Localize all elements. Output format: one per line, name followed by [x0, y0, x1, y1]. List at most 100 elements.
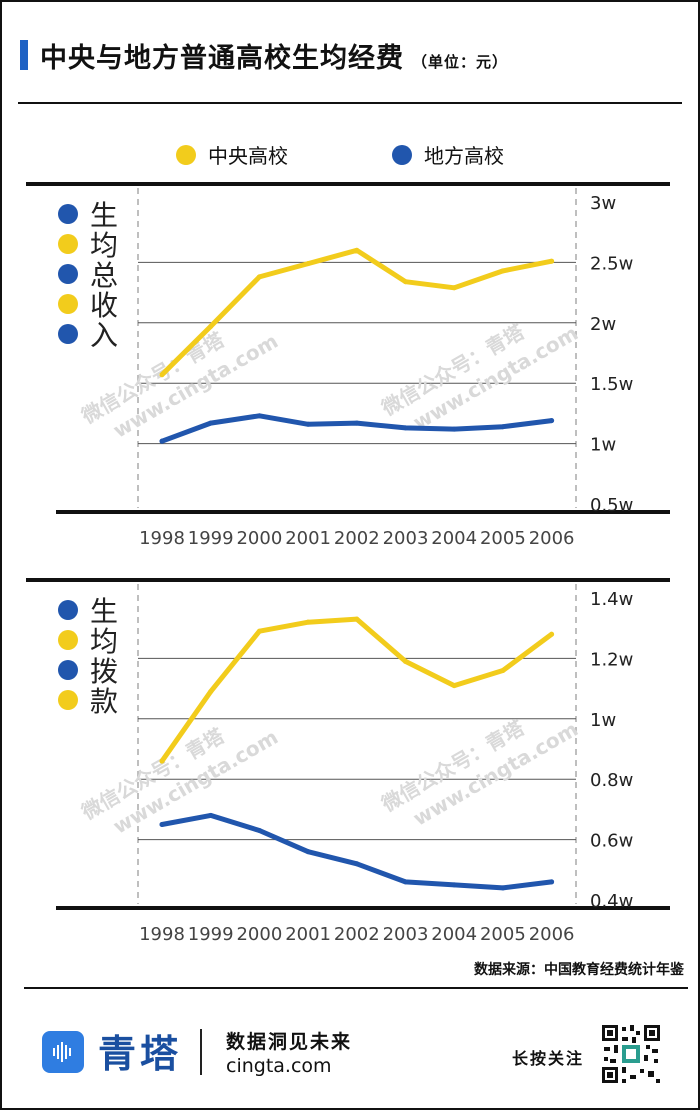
data-point	[159, 372, 165, 378]
data-point	[500, 268, 506, 274]
data-point	[256, 413, 262, 419]
side-title-dot	[58, 234, 78, 254]
x-tick-label: 2005	[480, 528, 526, 549]
data-point	[500, 667, 506, 673]
data-point	[451, 882, 457, 888]
data-source: 数据来源：中国教育经费统计年鉴	[474, 962, 684, 978]
y-tick-label: 0.6w	[590, 831, 633, 852]
data-point	[354, 420, 360, 426]
data-point	[159, 438, 165, 444]
unit-label: （单位：元）	[412, 53, 509, 71]
series-line-local	[159, 812, 555, 891]
data-point	[451, 683, 457, 689]
data-point	[159, 758, 165, 764]
y-tick-label: 1.5w	[590, 374, 633, 395]
brand-separator	[200, 1029, 202, 1075]
x-tick-label: 2006	[529, 528, 575, 549]
chart-total-income: 0.5w1w1.5w2w2.5w3w生均总收入微信公众号：青塔www.cingt…	[26, 182, 670, 549]
data-point	[354, 616, 360, 622]
x-tick-label: 2002	[334, 528, 380, 549]
x-tick-label: 2001	[285, 528, 331, 549]
x-tick-label: 1998	[139, 924, 185, 945]
data-point	[305, 849, 311, 855]
data-point	[208, 812, 214, 818]
legend-item-local: 地方高校	[392, 140, 504, 169]
series-line-local	[159, 413, 555, 444]
y-tick-label: 1w	[590, 435, 616, 456]
footer-divider	[24, 987, 688, 989]
page-title: 中央与地方普通高校生均经费 （单位：元）	[40, 36, 508, 75]
side-title-dot	[58, 660, 78, 680]
side-title-char: 生	[90, 199, 118, 232]
y-tick-label: 1.2w	[590, 649, 633, 670]
y-tick-label: 3w	[590, 193, 616, 214]
side-title-char: 收	[90, 289, 118, 322]
legend-label-central: 中央高校	[208, 144, 288, 168]
data-point	[500, 885, 506, 891]
y-tick-label: 0.8w	[590, 770, 633, 791]
x-tick-label: 2005	[480, 924, 526, 945]
data-point	[305, 421, 311, 427]
x-tick-label: 1999	[188, 924, 234, 945]
data-point	[354, 861, 360, 867]
x-tick-label: 2001	[285, 924, 331, 945]
side-title-dot	[58, 204, 78, 224]
y-tick-label: 0.4w	[590, 891, 633, 912]
data-point	[159, 822, 165, 827]
legend-dot-local	[392, 144, 412, 165]
data-point	[403, 658, 408, 664]
x-tick-label: 2000	[236, 924, 282, 945]
legend-item-central: 中央高校	[176, 140, 288, 169]
data-point	[451, 285, 457, 291]
x-tick-label: 2006	[529, 924, 575, 945]
data-point	[305, 261, 311, 267]
side-title-char: 均	[90, 625, 118, 658]
x-tick-label: 2004	[431, 924, 477, 945]
data-point	[549, 631, 555, 637]
y-tick-label: 1w	[590, 710, 616, 731]
data-point	[208, 689, 214, 695]
data-point	[403, 425, 408, 431]
data-point	[549, 879, 555, 885]
x-tick-label: 2002	[334, 924, 380, 945]
legend-dot-central	[176, 144, 196, 165]
y-tick-label: 0.5w	[590, 495, 633, 516]
side-title-dot	[58, 264, 78, 284]
follow-prompt: 长按关注	[512, 1049, 585, 1068]
brand-slogan: 数据洞见未来	[226, 1031, 353, 1053]
data-point	[256, 828, 262, 834]
x-tick-label: 2004	[431, 528, 477, 549]
brand-website: cingta.com	[226, 1055, 332, 1077]
y-tick-label: 2w	[590, 314, 616, 335]
brand-name: 青塔	[98, 1031, 183, 1076]
title-accent-bar	[20, 40, 28, 70]
data-point	[403, 279, 408, 285]
legend-label-local: 地方高校	[424, 144, 504, 168]
side-title-dot	[58, 324, 78, 344]
side-title-char: 入	[90, 319, 118, 352]
sound-wave-icon	[42, 1031, 84, 1073]
x-tick-label: 2003	[383, 528, 429, 549]
side-title-char: 均	[90, 229, 118, 262]
chart-appropriation: 0.4w 0.6w 0.8w 1w 1.2w 1.4w 生均拨款微信公众号：青塔www.ci…	[26, 578, 670, 945]
side-title-char: 款	[90, 685, 118, 718]
data-point	[549, 258, 555, 264]
data-point	[500, 424, 506, 430]
x-tick-label: 2003	[383, 924, 429, 945]
side-title-char: 总	[90, 259, 118, 292]
x-tick-label: 1998	[139, 528, 185, 549]
x-tick-label: 2000	[236, 528, 282, 549]
data-point	[256, 274, 262, 280]
y-tick-label: 1.4w	[590, 589, 633, 610]
side-title-dot	[58, 630, 78, 650]
title-divider	[18, 102, 682, 104]
data-point	[208, 323, 214, 329]
data-point	[305, 619, 311, 625]
data-point	[256, 628, 262, 634]
side-title-char: 生	[90, 595, 118, 628]
qr-code-icon[interactable]	[600, 1023, 662, 1085]
data-point	[208, 420, 214, 426]
side-title-dot	[58, 600, 78, 620]
